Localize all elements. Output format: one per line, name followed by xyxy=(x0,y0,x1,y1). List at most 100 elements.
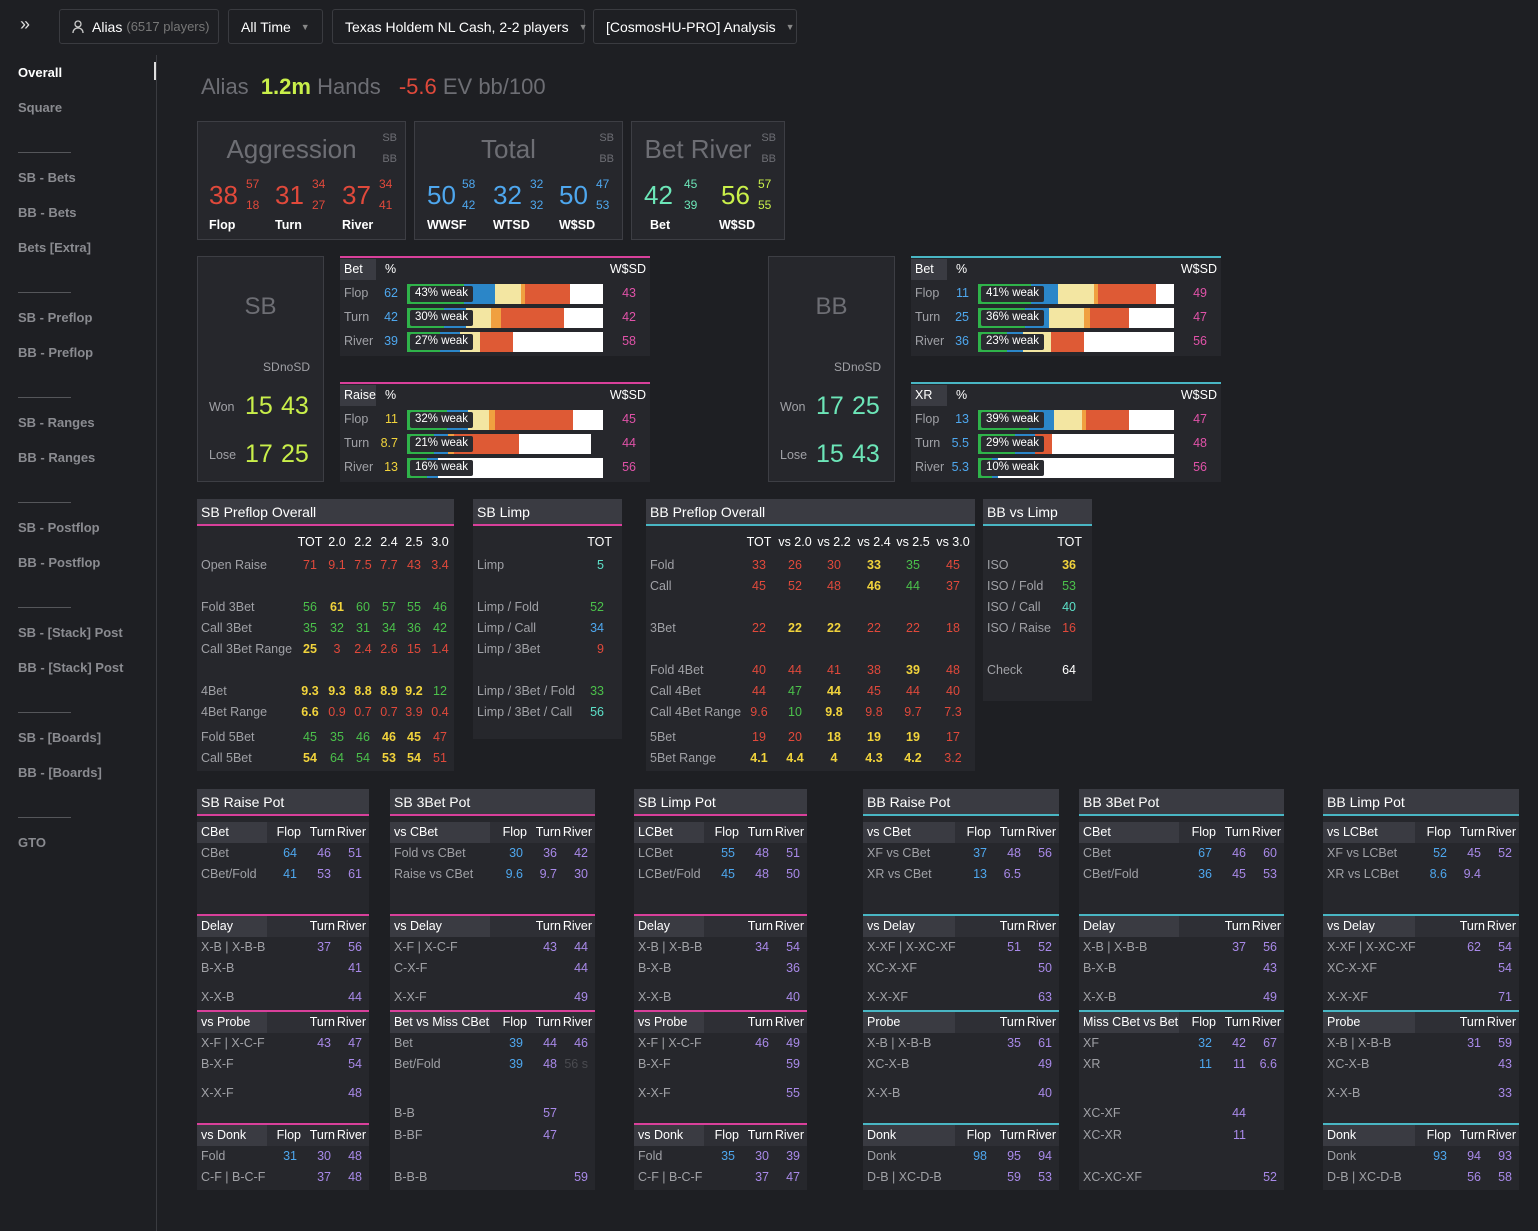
cell-value: 5 xyxy=(597,558,604,572)
analysis-dropdown[interactable]: [CosmosHU-PRO] Analysis ▼ xyxy=(593,9,797,44)
column-header: Turn xyxy=(309,1015,335,1029)
column-header: 2.0 xyxy=(328,535,346,549)
ev-label: EV bb/100 xyxy=(442,74,546,99)
won-nosd-value: 25 xyxy=(852,392,880,420)
section-header: Miss CBet vs Bet xyxy=(1079,1012,1179,1033)
bb-label: BB xyxy=(382,153,397,165)
cell-value: 52 xyxy=(590,600,604,614)
cell-value: 7.7 xyxy=(380,558,398,572)
cell-value: 53 xyxy=(1263,867,1277,881)
sidebar-item[interactable]: GTO xyxy=(18,835,46,850)
cell-value: 44 xyxy=(906,579,920,593)
stat-value: 32 xyxy=(493,180,522,210)
sidebar-item[interactable]: Bets [Extra] xyxy=(18,240,91,255)
sidebar-item[interactable]: SB - Ranges xyxy=(18,415,95,430)
cell-value: 56 xyxy=(1467,1170,1481,1184)
game-filter-value: Texas Holdem NL Cash, 2-2 players xyxy=(345,18,569,35)
cell-value: 98 xyxy=(973,1149,987,1163)
expand-sidebar-button[interactable]: » xyxy=(20,14,44,38)
sidebar-item[interactable]: BB - [Stack] Post xyxy=(18,660,124,675)
sd-label: SD xyxy=(263,360,280,374)
cell-value: 0.4 xyxy=(431,705,449,719)
sidebar-item[interactable]: BB - Bets xyxy=(18,205,77,220)
cell-value: 9.8 xyxy=(825,705,843,719)
bb-limp-table: BB vs Limp TOT ISO 36 ISO / Fold 53 ISO / Call… xyxy=(983,499,1092,701)
column-header: Turn xyxy=(1224,1015,1250,1029)
cell-value: 46 xyxy=(382,730,396,744)
bar-segment xyxy=(563,308,603,328)
column-header: Turn xyxy=(1459,825,1485,839)
strength-bar: 27% weak xyxy=(407,332,603,352)
cell-value: 35 xyxy=(303,621,317,635)
cell-value: 54 xyxy=(1498,961,1512,975)
bet-breakdown-bet: Bet% W$SD Flop 11 41% weak 49 Turn 25 36% weak 47… xyxy=(911,256,1221,356)
section-divider xyxy=(863,914,1059,916)
column-header: vs 2.4 xyxy=(857,535,891,549)
cell-value: 36 xyxy=(1198,867,1212,881)
cell-value: 45 xyxy=(867,684,881,698)
section-header: Bet vs Miss CBet xyxy=(390,1012,490,1033)
cell-value: 9.1 xyxy=(328,558,346,572)
weak-badge: 29% weak xyxy=(981,436,1045,452)
pct-value: 8.7 xyxy=(380,436,398,450)
column-header: River xyxy=(336,1128,366,1142)
sidebar-item[interactable]: SB - [Stack] Post xyxy=(18,625,123,640)
cell-value: 44 xyxy=(574,961,588,975)
sidebar-item[interactable]: SB - Postflop xyxy=(18,520,100,535)
row-label: X-B | X-B-B xyxy=(201,940,266,954)
street-label: River xyxy=(915,334,945,348)
caret-down-icon: ▼ xyxy=(785,21,795,32)
cell-value: 22 xyxy=(752,621,766,635)
cell-value: 51 xyxy=(786,846,800,860)
stat-label: WWSF xyxy=(427,218,467,232)
cell-value: 35 xyxy=(721,1149,735,1163)
pct-value: 5.5 xyxy=(951,436,969,450)
row-label: Bet/Fold xyxy=(394,1057,441,1071)
cell-value: 56 xyxy=(590,705,604,719)
column-header: River xyxy=(1026,825,1056,839)
street-label: Turn xyxy=(344,436,370,450)
cell-value: 61 xyxy=(348,867,362,881)
cell-value: 17 xyxy=(946,730,960,744)
sidebar-item[interactable]: Square xyxy=(18,100,63,115)
cell-value: 61 xyxy=(1038,1036,1052,1050)
sidebar-item[interactable]: SB - Bets xyxy=(18,170,76,185)
cell-value: 33 xyxy=(867,558,881,572)
cell-value: 53 xyxy=(1062,579,1076,593)
sidebar-item[interactable]: SB - [Boards] xyxy=(18,730,102,745)
weak-badge: 30% weak xyxy=(410,310,474,326)
player-selector[interactable]: Alias (6517 players) xyxy=(59,9,219,44)
stat-bb-value: 55 xyxy=(758,198,772,212)
time-filter-dropdown[interactable]: All Time ▼ xyxy=(228,9,323,44)
cell-value: 54 xyxy=(786,940,800,954)
sidebar-item[interactable]: BB - Ranges xyxy=(18,450,96,465)
cell-value: 54 xyxy=(348,1057,362,1071)
sidebar-item[interactable]: Overall xyxy=(18,65,63,80)
sidebar-item[interactable]: BB - [Boards] xyxy=(18,765,102,780)
card-title: Aggression xyxy=(226,134,357,164)
sidebar-item[interactable]: BB - Postflop xyxy=(18,555,101,570)
wsd-value: 56 xyxy=(1193,460,1207,474)
game-filter-dropdown[interactable]: Texas Holdem NL Cash, 2-2 players ▼ xyxy=(332,9,588,44)
row-label: X-F | X-C-F xyxy=(201,1036,265,1050)
cell-value: 30 xyxy=(574,867,588,881)
col-header-pct: % xyxy=(956,388,968,402)
cell-value: 9.4 xyxy=(1463,867,1481,881)
sb-block-summary: SB SD noSD Won Lose 15 43 17 25 xyxy=(197,256,324,482)
cell-value: 32 xyxy=(330,621,344,635)
column-header: vs 3.0 xyxy=(936,535,970,549)
row-label: B-X-F xyxy=(201,1057,234,1071)
col-header-wsd: W$SD xyxy=(1180,262,1217,276)
pot-table: SB 3Bet Pot vs CBet Flop Turn River Fold vs C… xyxy=(390,789,595,1190)
stat-label: W$SD xyxy=(719,218,756,232)
street-label: Flop xyxy=(915,286,940,300)
table-title: BB vs Limp xyxy=(983,499,1092,526)
pct-value: 13 xyxy=(955,412,969,426)
sidebar-item[interactable]: BB - Preflop xyxy=(18,345,94,360)
cell-value: 44 xyxy=(827,684,841,698)
section-divider xyxy=(197,914,369,916)
pot-table: BB Limp Pot vs LCBet Flop Turn River XF vs LC… xyxy=(1323,789,1519,1190)
cell-value: 45 xyxy=(407,730,421,744)
sidebar-item[interactable]: SB - Preflop xyxy=(18,310,93,325)
cell-value: 40 xyxy=(752,663,766,677)
